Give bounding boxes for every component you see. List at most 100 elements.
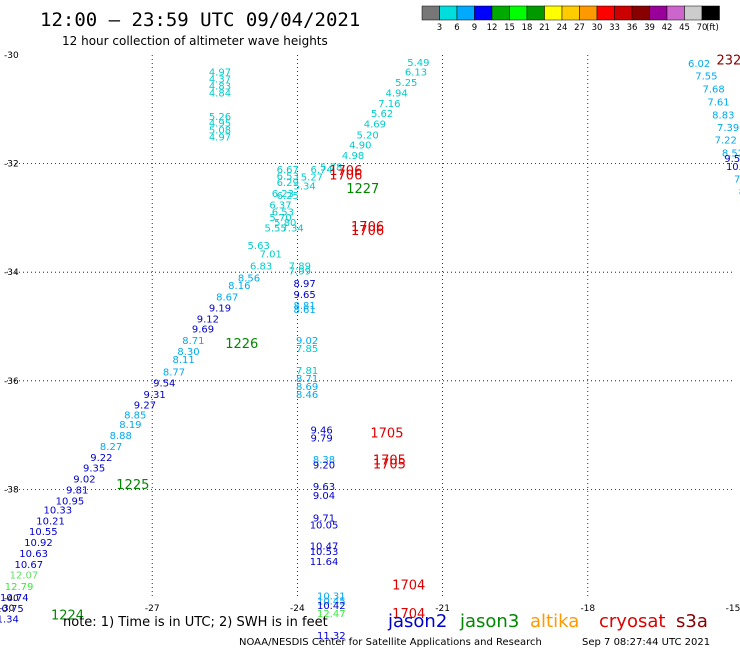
swh-value: 8.88 bbox=[110, 431, 132, 442]
swh-value: 9.31 bbox=[143, 390, 165, 401]
colorbar-swatch bbox=[526, 5, 545, 21]
colorbar-label: 42 bbox=[662, 23, 673, 33]
swh-value: 9.81 bbox=[66, 485, 88, 496]
pass-time-label: 1705 bbox=[373, 454, 406, 469]
swh-value: 8.77 bbox=[163, 368, 185, 379]
swh-value: 7.68 bbox=[703, 85, 725, 96]
swh-value: 5.08 bbox=[209, 125, 231, 136]
colorbar-swatch bbox=[474, 5, 493, 21]
swh-value: 5.26 bbox=[209, 112, 231, 123]
legend-jason2: jason2 bbox=[387, 611, 447, 632]
colorbar-label: 70 bbox=[697, 23, 708, 33]
swh-value: 8.71 bbox=[182, 336, 204, 347]
colorbar-label: 27 bbox=[574, 23, 585, 33]
swh-value: 4.90 bbox=[349, 141, 371, 152]
swh-value: 4.98 bbox=[342, 151, 364, 162]
swh-value: 4.69 bbox=[364, 119, 386, 130]
swh-value: 12.47 bbox=[317, 609, 346, 620]
pass-time-label: 1226 bbox=[225, 337, 258, 352]
legend-cryosat: cryosat bbox=[599, 611, 665, 632]
swh-value: 10.63 bbox=[19, 549, 48, 560]
swh-value: 10.42 bbox=[317, 601, 346, 612]
swh-value: 8.16 bbox=[228, 281, 250, 292]
swh-value: 8.97 bbox=[294, 279, 316, 290]
colorbar-label: 21 bbox=[539, 23, 550, 33]
swh-value: 9.65 bbox=[294, 290, 316, 301]
color-scale-bar: 3 6 9 12 15 18 21 24 27 30 33 36 39 42 45 70(ft) bbox=[421, 5, 720, 33]
swh-value: 7.16 bbox=[378, 99, 400, 110]
swh-value: 6.23 bbox=[272, 189, 294, 200]
swh-value: 12.07 bbox=[10, 571, 39, 582]
x-axis-ticks: -30 -27 -24 -21 -18 -15 bbox=[0, 604, 740, 614]
swh-value: 5.20 bbox=[356, 130, 378, 141]
swh-value: 6.53 bbox=[272, 207, 294, 218]
colorbar-label: 30 bbox=[592, 23, 603, 33]
swh-value: 8.67 bbox=[216, 293, 238, 304]
swh-value: 10.95 bbox=[56, 496, 85, 507]
swh-value: 8.56 bbox=[238, 274, 260, 285]
swh-value: 7.22 bbox=[715, 136, 737, 147]
colorbar-swatch bbox=[596, 5, 615, 21]
swh-value: 5.49 bbox=[407, 58, 429, 69]
x-tick-label: -30 bbox=[0, 604, 15, 614]
colorbar-label: 12 bbox=[487, 23, 498, 33]
swh-value: 9.04 bbox=[313, 491, 335, 502]
colorbar-swatch bbox=[631, 5, 650, 21]
swh-value: 6.02 bbox=[688, 59, 710, 70]
swh-value: 9.35 bbox=[83, 464, 105, 475]
pass-time-label: 1225 bbox=[116, 478, 149, 493]
swh-value: 7.81 bbox=[296, 366, 318, 377]
colorbar-swatch bbox=[684, 5, 703, 21]
swh-value: 9.63 bbox=[313, 482, 335, 493]
x-tick-label: -27 bbox=[145, 604, 160, 614]
swh-value: 9.19 bbox=[209, 303, 231, 314]
colorbar-label: 33 bbox=[609, 23, 620, 33]
swh-value: 8.71 bbox=[296, 374, 318, 385]
swh-value: 5.63 bbox=[248, 241, 270, 252]
swh-value: 8.81 bbox=[294, 301, 316, 312]
pass-time-label: 1704 bbox=[392, 607, 425, 622]
swh-value: 6.67 bbox=[277, 165, 299, 176]
legend-s3a: s3a bbox=[676, 611, 708, 632]
swh-value: 10.45 bbox=[317, 597, 346, 608]
x-tick-label: -15 bbox=[726, 604, 740, 614]
y-tick-label: -30 bbox=[4, 51, 19, 61]
swh-value: 4.94 bbox=[385, 88, 407, 99]
pass-time-label: 1706 bbox=[329, 168, 362, 183]
swh-value: 8.38 bbox=[313, 455, 335, 466]
swh-value: 11.64 bbox=[310, 557, 339, 568]
swh-value: 7.39 bbox=[717, 123, 739, 134]
chart-title: 12:00 — 23:59 UTC 09/04/2021 bbox=[40, 9, 360, 31]
colorbar-label: 15 bbox=[504, 23, 515, 33]
swh-value: 5.80 bbox=[274, 218, 296, 229]
swh-value: 8.61 bbox=[294, 305, 316, 316]
swh-value: 10.47 bbox=[310, 541, 339, 552]
legend-altika: altika bbox=[530, 611, 579, 632]
swh-value: 9.02 bbox=[296, 336, 318, 347]
swh-value: 5.62 bbox=[371, 109, 393, 120]
swh-value: 7.81 bbox=[734, 174, 740, 185]
colorbar-label: 45 bbox=[679, 23, 690, 33]
swh-value: 8.53 bbox=[739, 187, 740, 198]
swh-value: 10.92 bbox=[24, 538, 53, 549]
colorbar-label: 9 bbox=[472, 23, 477, 33]
swh-value: 10.75 bbox=[0, 604, 24, 615]
colorbar-swatch bbox=[561, 5, 580, 21]
swh-value: 7.99 bbox=[289, 267, 311, 278]
swh-value: 9.58 bbox=[724, 154, 740, 165]
swh-value: 7.89 bbox=[289, 262, 311, 273]
swh-value: 6.53 bbox=[277, 172, 299, 183]
swh-value: 9.27 bbox=[134, 401, 156, 412]
footer-timestamp: Sep 7 08:27:44 UTC 2021 bbox=[582, 637, 710, 648]
colorbar-swatch bbox=[579, 5, 598, 21]
x-tick-label: -18 bbox=[580, 604, 595, 614]
swh-value: 5.25 bbox=[395, 78, 417, 89]
colorbar-swatch bbox=[614, 5, 633, 21]
colorbar-swatch bbox=[439, 5, 458, 21]
swh-value: 5.55 bbox=[264, 224, 286, 235]
swh-value: 10.19 bbox=[726, 162, 740, 173]
y-tick-label: -40 bbox=[4, 594, 19, 604]
swh-value: 7.55 bbox=[695, 72, 717, 83]
pass-time-labels: 1706170612271706170612261705170517051225… bbox=[51, 53, 740, 623]
